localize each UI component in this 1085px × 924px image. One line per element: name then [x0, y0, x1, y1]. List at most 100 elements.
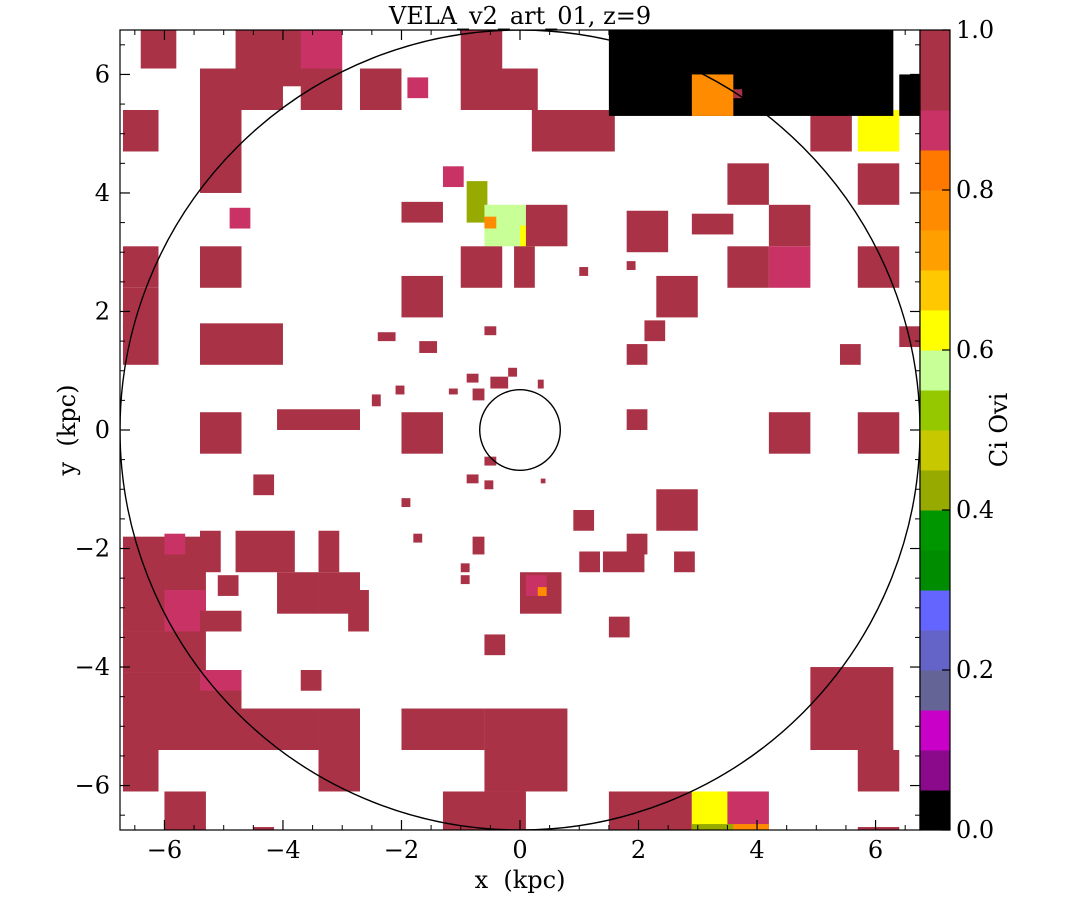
x-tick-label: −6 — [147, 836, 182, 864]
colorbar-segment — [920, 190, 950, 231]
heatmap-cell — [200, 412, 242, 454]
heatmap-cell — [484, 456, 497, 466]
heatmap-cell — [200, 530, 221, 573]
heatmap-cell — [727, 791, 769, 830]
y-axis-ticks: −6 −4 −2 0 2 4 6 — [75, 44, 920, 816]
heatmap-cell — [466, 474, 479, 484]
region-circles — [120, 30, 920, 830]
heatmap-cell — [419, 341, 438, 353]
heatmap-cell — [377, 332, 396, 342]
heatmap-cell — [691, 213, 734, 235]
heatmap-cell — [626, 344, 648, 365]
chart-title: VELA_v2_art_01, z=9 — [388, 2, 651, 30]
heatmap-cell — [768, 412, 811, 454]
colorbar-segment — [920, 310, 950, 351]
heatmap-cell — [122, 672, 206, 750]
heatmap-cell — [608, 30, 894, 116]
heatmap-cell — [277, 409, 360, 430]
heatmap-cell — [626, 210, 669, 253]
colorbar-frame — [919, 29, 951, 831]
heatmap-cell — [401, 412, 443, 454]
colorbar-segment — [920, 670, 950, 711]
heatmap-cell — [573, 510, 595, 531]
heatmap-cell — [537, 379, 544, 389]
heatmap-cell — [508, 367, 518, 377]
heatmap-cell — [460, 563, 470, 573]
colorbar-label: Ci Ovi — [985, 392, 1013, 467]
heatmap-cell — [857, 163, 900, 205]
heatmap-cell — [602, 551, 645, 573]
heatmap-cell — [608, 616, 630, 638]
colorbar — [920, 30, 950, 831]
heatmap-cell — [442, 791, 526, 830]
heatmap-cell — [626, 261, 636, 270]
colorbar-ticks: 0.0 0.2 0.4 0.6 0.8 1.0 — [942, 16, 994, 844]
heatmap-cell — [768, 246, 811, 288]
x-tick-label: 0 — [512, 836, 527, 864]
colorbar-segment — [920, 710, 950, 751]
heatmap-cell — [217, 575, 239, 596]
heatmap-cell — [810, 667, 894, 750]
heatmap-cell — [484, 634, 506, 656]
heatmap-cell — [484, 480, 494, 490]
heatmap-cell — [407, 77, 429, 99]
heatmap-cell — [472, 388, 485, 401]
heatmap-cell — [537, 587, 547, 596]
heatmap-cell — [810, 110, 852, 152]
heatmap-cell — [164, 590, 206, 632]
heatmap-cell — [484, 708, 568, 792]
heatmap-cell — [401, 708, 485, 750]
heatmap-cell — [857, 750, 900, 792]
x-axis-ticks: −6 −4 −2 0 2 4 6 — [134, 30, 906, 864]
heatmap-cell — [253, 827, 275, 830]
heatmap-cell — [253, 474, 275, 496]
heatmap-cell — [857, 412, 900, 454]
x-axis-label: x (kpc) — [475, 866, 566, 894]
heatmap-cell — [164, 791, 206, 830]
heatmap-cell — [514, 246, 535, 288]
heatmap-cell — [200, 670, 242, 691]
colorbar-segment — [920, 590, 950, 631]
colorbar-segment — [920, 750, 950, 791]
heatmap-cell — [318, 530, 340, 573]
colorbar-tick-label: 0.0 — [956, 816, 994, 844]
heatmap-cell — [656, 489, 698, 531]
heatmap-cell — [496, 68, 538, 110]
x-tick-label: 2 — [631, 836, 646, 864]
heatmap-cell — [540, 478, 546, 484]
heatmap-cell — [460, 575, 470, 585]
colorbar-segment — [920, 790, 950, 831]
heatmap-cell — [300, 30, 343, 69]
colorbar-segment — [920, 270, 950, 311]
y-tick-label: 0 — [95, 416, 110, 444]
heatmap-cell — [442, 166, 464, 188]
heatmap-cell — [472, 536, 485, 555]
heatmap-cell — [691, 74, 734, 116]
heatmap-cell — [460, 30, 503, 110]
heatmap-cell — [122, 631, 206, 673]
heatmap-cell — [318, 708, 360, 792]
heatmap-cell — [348, 590, 369, 632]
heatmap-cell — [626, 409, 648, 430]
y-tick-label: 2 — [95, 297, 110, 325]
colorbar-segment — [920, 150, 950, 191]
colorbar-tick-label: 0.2 — [956, 656, 994, 684]
heatmap-cell — [484, 326, 497, 336]
radius-circle — [479, 389, 561, 471]
heatmap-cell — [235, 708, 319, 750]
x-tick-label: −2 — [384, 836, 419, 864]
heatmap-cell — [768, 204, 811, 247]
colorbar-segment — [920, 550, 950, 591]
heatmap-cell — [727, 246, 769, 288]
heatmap-cell — [899, 74, 920, 116]
heatmap-cell — [579, 267, 589, 276]
y-tick-label: −4 — [75, 653, 110, 681]
heatmap-cell — [466, 181, 488, 223]
y-axis-label: y (kpc) — [53, 385, 81, 477]
heatmap-cell — [140, 30, 177, 69]
heatmap-cell — [200, 323, 283, 365]
heatmap-cell — [122, 110, 159, 152]
heatmap-cell — [122, 323, 159, 365]
heatmap-cells — [122, 30, 920, 830]
